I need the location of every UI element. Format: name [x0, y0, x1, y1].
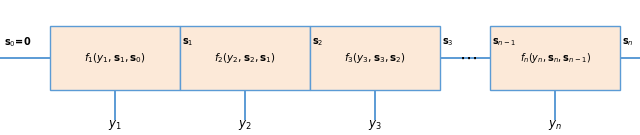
Text: $y_3$: $y_3$	[368, 118, 382, 132]
Text: $f_3(y_3,\mathbf{s}_3,\mathbf{s}_2)$: $f_3(y_3,\mathbf{s}_3,\mathbf{s}_2)$	[344, 51, 406, 65]
Text: $\mathbf{s}_n$: $\mathbf{s}_n$	[622, 36, 634, 48]
Text: $y_1$: $y_1$	[108, 118, 122, 132]
Text: $\mathbf{s}_0\!\mathbf{=}\!\mathbf{0}$: $\mathbf{s}_0\!\mathbf{=}\!\mathbf{0}$	[4, 35, 31, 49]
Text: $y_2$: $y_2$	[238, 118, 252, 132]
FancyBboxPatch shape	[180, 26, 310, 90]
Text: $\mathbf{s}_3$: $\mathbf{s}_3$	[442, 36, 454, 48]
FancyBboxPatch shape	[310, 26, 440, 90]
Text: $y_n$: $y_n$	[548, 118, 562, 132]
FancyBboxPatch shape	[490, 26, 620, 90]
Text: $\cdots$: $\cdots$	[459, 49, 477, 67]
Text: $f_n(y_n,\mathbf{s}_n,\mathbf{s}_{n-1})$: $f_n(y_n,\mathbf{s}_n,\mathbf{s}_{n-1})$	[520, 51, 591, 65]
Text: $\mathbf{s}_2$: $\mathbf{s}_2$	[312, 36, 323, 48]
Text: $\mathbf{s}_{n-1}$: $\mathbf{s}_{n-1}$	[492, 36, 516, 48]
Text: $f_2(y_2,\mathbf{s}_2,\mathbf{s}_1)$: $f_2(y_2,\mathbf{s}_2,\mathbf{s}_1)$	[214, 51, 276, 65]
FancyBboxPatch shape	[50, 26, 180, 90]
Text: $f_1(y_1,\mathbf{s}_1,\mathbf{s}_0)$: $f_1(y_1,\mathbf{s}_1,\mathbf{s}_0)$	[84, 51, 146, 65]
Text: $\mathbf{s}_1$: $\mathbf{s}_1$	[182, 36, 193, 48]
